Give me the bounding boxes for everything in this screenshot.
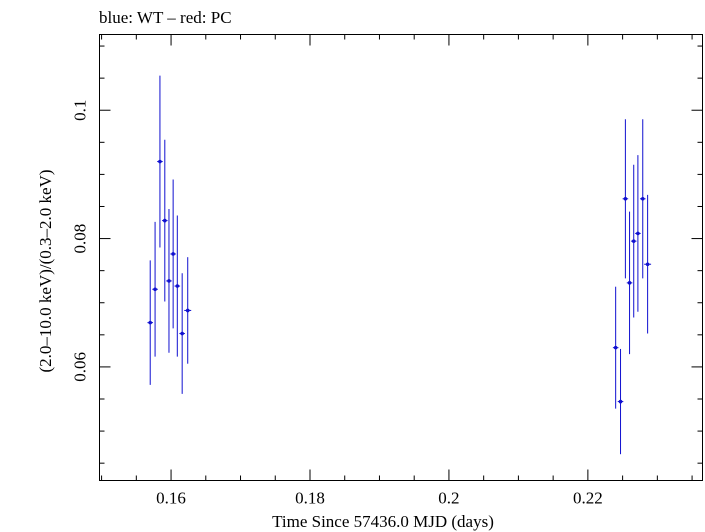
plot-frame [99, 34, 703, 481]
data-point [630, 164, 637, 318]
data-point [174, 215, 181, 357]
point-marker [158, 159, 162, 164]
point-marker [636, 231, 640, 236]
point-marker [175, 284, 180, 288]
y-tick-label: 0.1 [71, 100, 90, 121]
data-point [152, 221, 158, 357]
x-tick-label: 0.22 [573, 489, 603, 508]
y-tick-label: 0.06 [71, 352, 90, 382]
data-point [635, 155, 641, 312]
point-marker [153, 287, 157, 292]
x-tick-label: 0.2 [438, 489, 459, 508]
x-axis: 0.16 0.18 0.2 0.22 [101, 34, 693, 508]
y-axis-label: (2.0–10.0 keV)/(0.3–2.0 keV) [36, 169, 55, 372]
data-point [179, 273, 185, 394]
data-point [617, 348, 624, 455]
point-marker [185, 308, 190, 313]
point-marker [180, 331, 184, 336]
point-marker [148, 320, 153, 325]
point-marker [627, 281, 632, 285]
x-tick-label: 0.18 [295, 489, 325, 508]
data-point [626, 211, 633, 355]
data-point [170, 179, 176, 329]
data-point [157, 75, 163, 248]
data-point [622, 119, 629, 279]
x-tick-label: 0.16 [156, 489, 186, 508]
point-marker [163, 218, 167, 223]
point-marker [631, 239, 636, 243]
point-marker [618, 399, 623, 404]
data-point [147, 260, 153, 385]
data-point [184, 257, 192, 364]
y-tick-label: 0.08 [71, 224, 90, 254]
data-point [644, 194, 652, 334]
y-axis: 0.06 0.08 0.1 [71, 45, 703, 464]
data-point [639, 119, 646, 279]
point-marker [623, 196, 628, 201]
chart-title: blue: WT – red: PC [99, 8, 232, 27]
data-point [612, 286, 619, 409]
x-axis-label: Time Since 57436.0 MJD (days) [272, 512, 494, 531]
point-marker [167, 279, 171, 283]
point-marker [640, 196, 645, 201]
data-points [147, 75, 652, 455]
point-marker [171, 252, 175, 256]
data-point [162, 139, 168, 302]
point-marker [645, 262, 650, 267]
point-marker [613, 345, 618, 350]
data-point [166, 209, 172, 353]
